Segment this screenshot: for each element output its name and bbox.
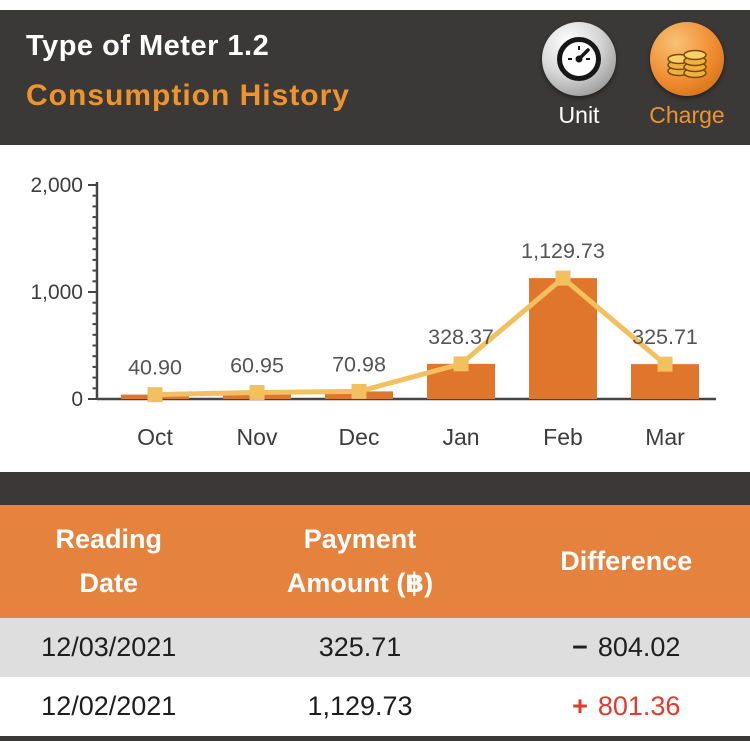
difference-value: 801.36 (597, 690, 681, 721)
table-header: Reading Date Payment Amount (฿) Differen… (0, 505, 750, 618)
reading-date-cell: 12/02/2021 (41, 690, 177, 721)
bottom-divider (0, 736, 750, 741)
difference-cell: + 801.36 (503, 677, 750, 736)
col-header-payment-amount: Payment Amount (฿) (218, 505, 503, 618)
svg-text:1,000: 1,000 (30, 281, 83, 304)
charge-button[interactable]: Charge (638, 22, 736, 129)
table-row[interactable]: 12/02/2021 1,129.73 + 801.36 (0, 677, 750, 736)
header-line: Amount (฿) (286, 567, 434, 598)
reading-date-cell: 12/03/2021 (41, 631, 177, 662)
payment-amount-cell: 325.71 (318, 631, 402, 662)
svg-text:Dec: Dec (339, 424, 380, 450)
svg-text:Feb: Feb (543, 424, 583, 450)
unit-button-circle (542, 22, 616, 96)
header-line: Date (79, 567, 139, 598)
svg-text:Mar: Mar (645, 424, 685, 450)
difference-value: 804.02 (597, 631, 681, 662)
col-header-reading-date: Reading Date (0, 505, 218, 618)
svg-text:60.95: 60.95 (230, 353, 284, 377)
charge-button-circle (650, 22, 724, 96)
difference-sign: − (572, 631, 588, 662)
page-subtitle: Consumption History (26, 79, 350, 112)
svg-text:Nov: Nov (237, 424, 278, 450)
difference-cell: − 804.02 (503, 618, 750, 677)
svg-text:40.90: 40.90 (128, 356, 182, 380)
meter-type-title: Type of Meter 1.2 (26, 30, 270, 62)
coins-icon (667, 49, 707, 79)
charge-button-label: Charge (649, 102, 725, 128)
svg-text:70.98: 70.98 (332, 352, 386, 376)
table-top-divider (0, 472, 750, 505)
svg-text:Jan: Jan (442, 424, 479, 450)
svg-text:0: 0 (71, 388, 83, 411)
header-line: Difference (560, 545, 693, 576)
payment-amount-cell: 1,129.73 (307, 690, 413, 721)
table-row[interactable]: 12/03/2021 325.71 − 804.02 (0, 618, 750, 677)
header: Type of Meter 1.2 Consumption History Un… (0, 10, 750, 145)
svg-text:325.71: 325.71 (632, 325, 698, 349)
header-line: Payment (303, 524, 417, 555)
unit-button-label: Unit (558, 102, 600, 128)
svg-text:328.37: 328.37 (428, 325, 494, 349)
svg-text:Oct: Oct (137, 424, 173, 450)
header-buttons: Unit C (530, 22, 736, 129)
svg-text:2,000: 2,000 (30, 174, 83, 197)
col-header-difference: Difference (503, 505, 750, 618)
chart-section: 0 1,000 2,000 40.90 60.95 70.98 328.37 1,129.73… (0, 145, 750, 472)
gauge-icon (557, 37, 601, 81)
header-line: Reading (55, 524, 162, 555)
unit-button[interactable]: Unit (530, 22, 628, 129)
top-gap (0, 0, 750, 10)
difference-sign: + (572, 690, 588, 721)
consumption-chart: 0 1,000 2,000 40.90 60.95 70.98 328.37 1,129.73… (30, 174, 716, 450)
svg-text:1,129.73: 1,129.73 (521, 239, 605, 263)
